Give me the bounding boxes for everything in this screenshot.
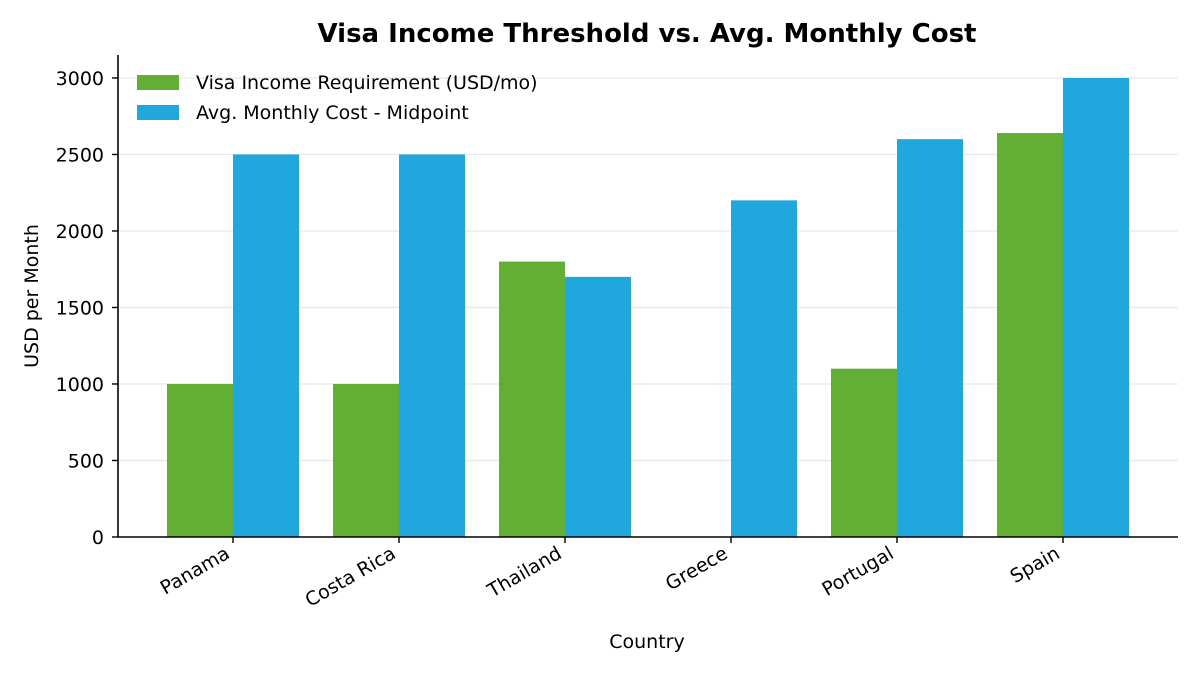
- axes: [117, 55, 1178, 538]
- y-ticks: 0 500 1000 1500 2000 2500 3000: [56, 68, 118, 549]
- chart-title: Visa Income Threshold vs. Avg. Monthly C…: [318, 19, 977, 49]
- bars: [167, 77, 1129, 538]
- x-tick-label: Portugal: [818, 542, 897, 600]
- y-tick-label: 3000: [56, 68, 104, 90]
- bar-monthly-cost: [897, 139, 963, 537]
- x-ticks: Panama Costa Rica Thailand Greece Portugal Sp…: [157, 537, 1064, 612]
- x-tick-label: Panama: [157, 542, 234, 599]
- bar-visa-requirement: [499, 261, 565, 537]
- legend-label: Avg. Monthly Cost - Midpoint: [196, 102, 469, 124]
- x-tick-label: Thailand: [483, 542, 566, 602]
- x-tick-label: Spain: [1007, 542, 1064, 588]
- legend-swatch: [137, 75, 179, 90]
- y-axis-label: USD per Month: [21, 224, 43, 368]
- bar-monthly-cost: [565, 276, 631, 537]
- x-tick-label: Greece: [662, 542, 732, 595]
- bar-monthly-cost: [731, 200, 797, 537]
- bar-visa-requirement: [167, 383, 233, 537]
- legend-swatch: [137, 105, 179, 120]
- bar-visa-requirement: [997, 133, 1063, 538]
- bar-visa-requirement: [333, 383, 399, 537]
- y-tick-label: 2500: [56, 144, 104, 166]
- bar-monthly-cost: [233, 154, 299, 537]
- y-tick-label: 500: [68, 450, 104, 472]
- bar-monthly-cost: [399, 154, 465, 537]
- legend: Visa Income Requirement (USD/mo) Avg. Mon…: [137, 72, 538, 124]
- y-tick-label: 0: [92, 527, 104, 549]
- y-tick-label: 1000: [56, 374, 104, 396]
- legend-label: Visa Income Requirement (USD/mo): [196, 72, 538, 94]
- x-axis-label: Country: [609, 631, 684, 653]
- bar-monthly-cost: [1063, 77, 1129, 537]
- y-tick-label: 2000: [56, 221, 104, 243]
- bar-visa-requirement: [831, 368, 897, 537]
- x-tick-label: Costa Rica: [301, 542, 399, 611]
- y-tick-label: 1500: [56, 297, 104, 319]
